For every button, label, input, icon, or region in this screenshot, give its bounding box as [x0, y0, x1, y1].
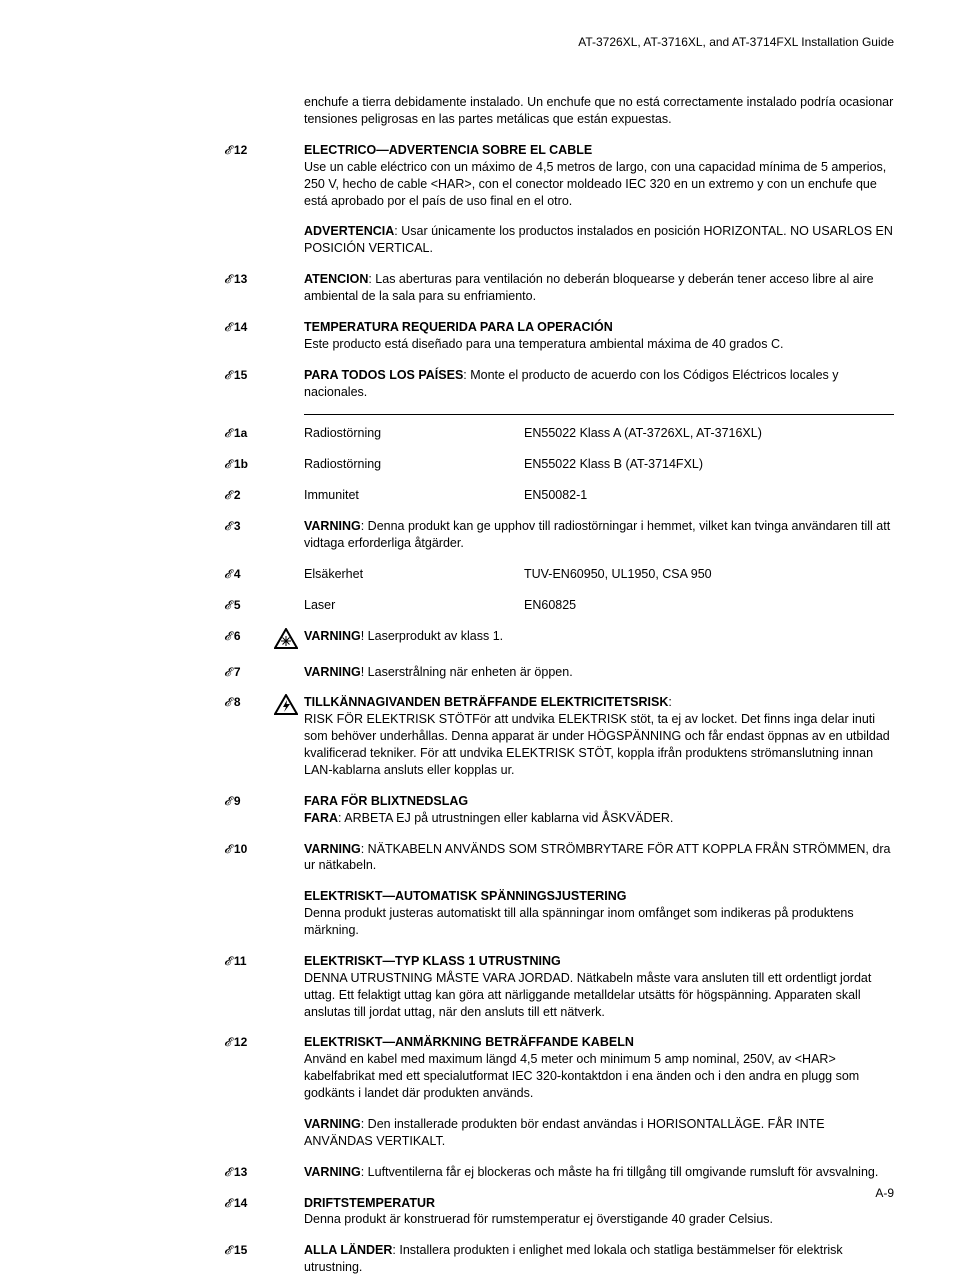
section-entry: 𝓔14 TEMPERATURA REQUERIDA PARA LA OPERAC… — [304, 319, 894, 353]
entry-text: Use un cable eléctrico con un máximo de … — [304, 160, 886, 208]
page: AT-3726XL, AT-3716XL, and AT-3714FXL Ins… — [0, 0, 954, 1235]
entry-text: Este producto está diseñado para una tem… — [304, 337, 783, 351]
entry-number: 𝓔14 — [224, 1195, 247, 1211]
entry-bold: VARNING — [304, 1165, 361, 1179]
intro-text: enchufe a tierra debidamente instalado. … — [304, 94, 894, 128]
section-entry: VARNING: Den installerade produkten bör … — [304, 1116, 894, 1150]
entry-number: 𝓔2 — [224, 487, 241, 503]
entry-number: 𝓔15 — [224, 1242, 247, 1258]
section-entry: 𝓔12 ELEKTRISKT—ANMÄRKNING BETRÄFFANDE KA… — [304, 1034, 894, 1102]
entry-text: : ARBETA EJ på utrustningen eller kablar… — [338, 811, 673, 825]
intro-paragraph: enchufe a tierra debidamente instalado. … — [304, 94, 894, 128]
spec-label: Radiostörning — [304, 425, 524, 442]
entry-text: : Las aberturas para ventilación no debe… — [304, 272, 874, 303]
entry-number: 𝓔13 — [224, 1164, 247, 1180]
section-entry: 𝓔10 VARNING: NÄTKABELN ANVÄNDS SOM STRÖM… — [304, 841, 894, 875]
entry-bold: FARA — [304, 811, 338, 825]
page-footer: A-9 — [875, 1185, 894, 1201]
entry-number: 𝓔12 — [224, 1034, 247, 1050]
entry-number: 𝓔10 — [224, 841, 247, 857]
page-header: AT-3726XL, AT-3716XL, and AT-3714FXL Ins… — [60, 34, 894, 50]
entry-title: ELEKTRISKT—AUTOMATISK SPÄNNINGSJUSTERING — [304, 889, 626, 903]
entry-bold: VARNING — [304, 1117, 361, 1131]
entry-text: : Denna produkt kan ge upphov till radio… — [304, 519, 890, 550]
entry-number: 𝓔12 — [224, 142, 247, 158]
entry-bold: VARNING — [304, 842, 361, 856]
section-entry: 𝓔13 VARNING: Luftventilerna får ej block… — [304, 1164, 894, 1181]
entry-number: 𝓔15 — [224, 367, 247, 383]
entry-bold: ADVERTENCIA — [304, 224, 394, 238]
section-entry: 𝓔15 PARA TODOS LOS PAÍSES: Monte el prod… — [304, 367, 894, 401]
entry-text: Denna produkt är konstruerad för rumstem… — [304, 1212, 773, 1226]
entry-text: ! Laserstrålning när enheten är öppen. — [361, 665, 573, 679]
spec-value: EN50082-1 — [524, 487, 894, 504]
entry-number: 𝓔8 — [224, 694, 241, 710]
spec-row: 𝓔1a RadiostörningEN55022 Klass A (AT-372… — [304, 425, 894, 442]
spec-label: Immunitet — [304, 487, 524, 504]
section-entry: 𝓔15 ALLA LÄNDER: Installera produkten i … — [304, 1242, 894, 1276]
entry-number: 𝓔7 — [224, 664, 241, 680]
section-entry: ADVERTENCIA: Usar únicamente los product… — [304, 223, 894, 257]
entry-number: 𝓔5 — [224, 597, 241, 613]
entry-bold: ATENCION — [304, 272, 368, 286]
entry-number: 𝓔1b — [224, 456, 248, 472]
spec-value: EN60825 — [524, 597, 894, 614]
entry-title: TEMPERATURA REQUERIDA PARA LA OPERACIÓN — [304, 320, 613, 334]
entry-bold: PARA TODOS LOS PAÍSES — [304, 368, 463, 382]
electric-hazard-icon — [274, 694, 304, 778]
entry-number: 𝓔3 — [224, 518, 241, 534]
spec-row: 𝓔4 ElsäkerhetTUV-EN60950, UL1950, CSA 95… — [304, 566, 894, 583]
spec-label: Radiostörning — [304, 456, 524, 473]
entry-bold: VARNING — [304, 519, 361, 533]
entry-text: : Den installerade produkten bör endast … — [304, 1117, 825, 1148]
entry-title: ELEKTRISKT—ANMÄRKNING BETRÄFFANDE KABELN — [304, 1035, 634, 1049]
entry-number: 𝓔6 — [224, 628, 241, 644]
entry-bold: ALLA LÄNDER — [304, 1243, 392, 1257]
entry-text: Använd en kabel med maximum längd 4,5 me… — [304, 1052, 859, 1100]
entry-number: 𝓔11 — [224, 953, 247, 969]
spec-value: EN55022 Klass B (AT-3714FXL) — [524, 456, 894, 473]
entry-number: 𝓔1a — [224, 425, 247, 441]
section-entry: 𝓔11 ELEKTRISKT—TYP KLASS 1 UTRUSTNINGDEN… — [304, 953, 894, 1021]
entry-text: DENNA UTRUSTNING MÅSTE VARA JORDAD. Nätk… — [304, 971, 871, 1019]
entry-text: RISK FÖR ELEKTRISK STÖTFör att undvika E… — [304, 712, 890, 777]
spec-row: 𝓔1b RadiostörningEN55022 Klass B (AT-371… — [304, 456, 894, 473]
laser-icon — [274, 628, 304, 650]
spec-label: Elsäkerhet — [304, 566, 524, 583]
section-entry: ELEKTRISKT—AUTOMATISK SPÄNNINGSJUSTERING… — [304, 888, 894, 939]
entry-title: TILLKÄNNAGIVANDEN BETRÄFFANDE ELEKTRICIT… — [304, 695, 668, 709]
content: enchufe a tierra debidamente instalado. … — [60, 94, 894, 1276]
section-entry: 𝓔9 FARA FÖR BLIXTNEDSLAGFARA: ARBETA EJ … — [304, 793, 894, 827]
entry-text: : NÄTKABELN ANVÄNDS SOM STRÖMBRYTARE FÖR… — [304, 842, 890, 873]
entry-bold: VARNING — [304, 665, 361, 679]
entry-text: Denna produkt justeras automatiskt till … — [304, 906, 854, 937]
spec-row: 𝓔5 LaserEN60825 — [304, 597, 894, 614]
entry-title: DRIFTSTEMPERATUR — [304, 1196, 435, 1210]
section-entry: 𝓔3 VARNING: Denna produkt kan ge upphov … — [304, 518, 894, 552]
spec-label: Laser — [304, 597, 524, 614]
entry-number: 𝓔14 — [224, 319, 247, 335]
section-entry: 𝓔7 VARNING! Laserstrålning när enheten ä… — [304, 664, 894, 681]
section-entry: 𝓔8 TILLKÄNNAGIVANDEN BETRÄFFANDE ELEKTRI… — [304, 694, 894, 778]
spec-row: 𝓔2 ImmunitetEN50082-1 — [304, 487, 894, 504]
entry-title: FARA FÖR BLIXTNEDSLAG — [304, 794, 468, 808]
entry-bold: VARNING — [304, 629, 361, 643]
section-entry: 𝓔12 ELECTRICO—ADVERTENCIA SOBRE EL CABLE… — [304, 142, 894, 210]
entry-number: 𝓔13 — [224, 271, 247, 287]
section-entry: 𝓔14 DRIFTSTEMPERATURDenna produkt är kon… — [304, 1195, 894, 1229]
entry-number: 𝓔4 — [224, 566, 241, 582]
spec-value: EN55022 Klass A (AT-3726XL, AT-3716XL) — [524, 425, 894, 442]
section-entry: 𝓔6 VARNING! Laserprodukt av klass 1. — [304, 628, 894, 650]
spec-value: TUV-EN60950, UL1950, CSA 950 — [524, 566, 894, 583]
entry-text: : Luftventilerna får ej blockeras och må… — [361, 1165, 879, 1179]
section-entry: 𝓔13 ATENCION: Las aberturas para ventila… — [304, 271, 894, 305]
entry-title: ELECTRICO—ADVERTENCIA SOBRE EL CABLE — [304, 143, 592, 157]
entry-title: ELEKTRISKT—TYP KLASS 1 UTRUSTNING — [304, 954, 561, 968]
entry-text: ! Laserprodukt av klass 1. — [361, 629, 503, 643]
entry-number: 𝓔9 — [224, 793, 241, 809]
separator — [304, 414, 894, 415]
